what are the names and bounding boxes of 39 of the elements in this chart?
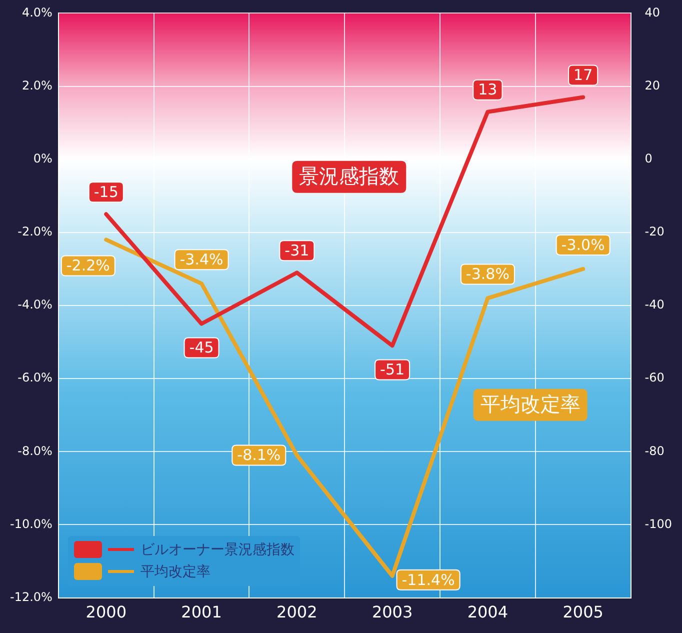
y-tick-label: 0% (33, 151, 52, 166)
x-tick-label: 2004 (467, 602, 508, 622)
data-label: 13 (478, 80, 498, 99)
data-label: -3.4% (180, 250, 224, 268)
annotation: 景況感指数 (299, 164, 400, 188)
data-label: -8.1% (237, 446, 281, 464)
data-label: -3.8% (466, 265, 510, 284)
y2-tick-label: 20 (644, 78, 660, 92)
y2-tick-label: -60 (644, 370, 664, 385)
data-label: -51 (380, 360, 405, 379)
legend-label: 平均改定率 (140, 562, 210, 581)
y-tick-label: 4.0% (22, 5, 52, 20)
y-tick-label: 2.0% (22, 78, 52, 92)
y2-tick-label: 0 (644, 151, 652, 166)
data-label: -2.2% (66, 256, 110, 275)
y-tick-label: -8.0% (18, 444, 52, 458)
data-label: 17 (574, 66, 593, 84)
y-tick-label: -4.0% (18, 298, 52, 312)
y2-tick-label: -80 (644, 444, 664, 458)
y-tick-label: -6.0% (18, 370, 52, 385)
data-label: -3.0% (561, 236, 605, 254)
y2-tick-label: -40 (644, 298, 664, 312)
y2-tick-label: -100 (644, 516, 672, 531)
y-tick-label: -10.0% (10, 516, 52, 531)
data-label: -31 (284, 242, 310, 260)
annotation: 平均改定率 (480, 392, 580, 416)
legend-label: ビルオーナー景況感指数 (140, 540, 294, 559)
y-tick-label: -2.0% (18, 224, 52, 239)
x-tick-label: 2001 (181, 602, 222, 622)
data-label: -11.4% (402, 570, 455, 589)
data-label: -45 (189, 338, 214, 357)
y2-tick-label: 40 (644, 5, 660, 20)
y-tick-label: -12.0% (10, 590, 52, 604)
x-tick-label: 2002 (276, 602, 318, 622)
data-label: -15 (94, 183, 118, 202)
x-tick-label: 2003 (372, 602, 413, 622)
x-tick-label: 2005 (562, 602, 604, 622)
x-tick-label: 2000 (86, 602, 127, 622)
y2-tick-label: -20 (644, 224, 664, 239)
